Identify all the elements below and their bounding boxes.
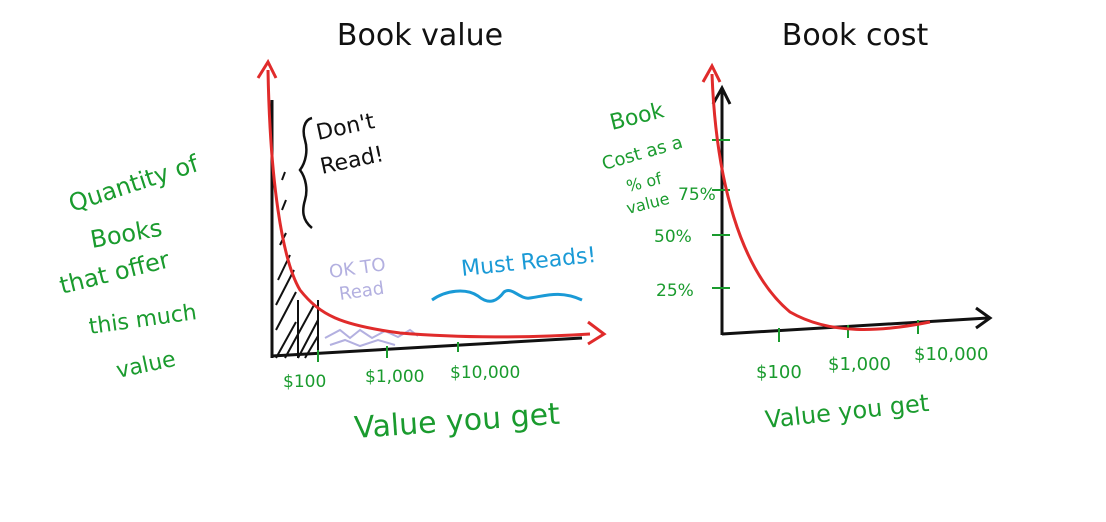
right-curve-arrow-up bbox=[701, 62, 722, 83]
left-value-curve bbox=[266, 69, 591, 339]
hatched-region bbox=[271, 100, 319, 359]
left-y-label-line-4: this much bbox=[87, 300, 198, 340]
right-cost-curve bbox=[710, 73, 931, 332]
right-y-label-line-2: Cost as a bbox=[600, 132, 685, 175]
right-y-tick-marks bbox=[712, 139, 730, 289]
left-x-tick-1000: $1,000 bbox=[365, 367, 424, 387]
left-curve-arrow-right bbox=[587, 320, 607, 346]
left-y-label-line-1: Quantity of bbox=[65, 149, 202, 217]
left-curve-arrow-up bbox=[256, 58, 278, 79]
must-reads-label: Must Reads! bbox=[460, 243, 597, 282]
left-x-axis bbox=[271, 336, 583, 358]
right-x-tick-100: $100 bbox=[756, 362, 802, 383]
left-x-tick-marks bbox=[317, 342, 459, 362]
right-y-label: Book Cost as a % of value bbox=[600, 98, 685, 218]
left-chart: Book value bbox=[57, 18, 607, 446]
right-x-axis bbox=[721, 316, 989, 336]
ok-to-read-line-2: Read bbox=[338, 278, 386, 305]
right-x-tick-marks bbox=[778, 320, 919, 342]
left-x-label: Value you get bbox=[353, 397, 561, 446]
right-y-tick-25: 25% bbox=[656, 281, 694, 301]
must-reads-squiggle bbox=[431, 289, 583, 303]
right-y-tick-50: 50% bbox=[654, 227, 692, 247]
right-x-tick-1000: $1,000 bbox=[828, 354, 891, 375]
left-chart-title: Book value bbox=[337, 18, 503, 53]
dont-read-line-1: Don't bbox=[314, 109, 377, 146]
left-y-label-line-5: value bbox=[114, 347, 178, 384]
right-x-tick-10000: $10,000 bbox=[914, 344, 988, 365]
right-y-label-line-1: Book bbox=[607, 98, 666, 136]
dont-read-line-2: Read! bbox=[318, 142, 386, 180]
dont-read-brace bbox=[298, 116, 313, 229]
right-chart-title: Book cost bbox=[782, 18, 929, 53]
right-x-label: Value you get bbox=[764, 389, 931, 434]
right-chart: Book cost Book Cost as a % of value bbox=[600, 18, 993, 434]
right-y-axis-arrow bbox=[711, 84, 732, 105]
right-x-axis-arrow bbox=[975, 306, 993, 330]
left-x-tick-100: $100 bbox=[283, 372, 326, 392]
left-x-tick-10000: $10,000 bbox=[450, 363, 520, 383]
right-y-tick-75: 75% bbox=[678, 185, 716, 205]
left-y-label-line-3: that offer bbox=[57, 245, 173, 299]
left-y-label: Quantity of Books that offer this much v… bbox=[57, 149, 203, 384]
